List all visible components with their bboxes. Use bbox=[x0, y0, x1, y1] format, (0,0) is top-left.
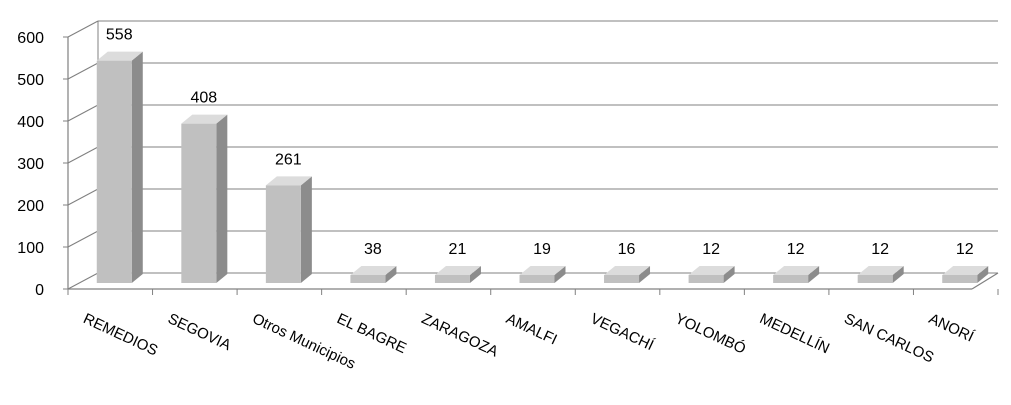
bar-front bbox=[519, 275, 555, 283]
bar-top bbox=[96, 51, 143, 61]
bar-side bbox=[131, 51, 143, 283]
bar-side bbox=[977, 266, 989, 283]
bar-front bbox=[96, 60, 132, 283]
x-category-label: ZARAGOZA bbox=[419, 310, 501, 360]
grid-depth-line bbox=[67, 62, 99, 80]
bar-front bbox=[181, 123, 217, 283]
x-category-label: VEGACHÍ bbox=[588, 310, 657, 354]
bar-front bbox=[857, 275, 893, 283]
y-tick-label: 400 bbox=[17, 114, 44, 131]
bar-top bbox=[857, 266, 904, 275]
bar-side bbox=[300, 176, 312, 283]
x-category-label: AMALFI bbox=[503, 310, 559, 348]
data-label: 19 bbox=[533, 241, 551, 258]
bar bbox=[604, 266, 651, 283]
floor-right-edge bbox=[971, 272, 999, 290]
bar-front bbox=[434, 275, 470, 283]
bar-side bbox=[808, 266, 820, 283]
bar bbox=[350, 266, 397, 283]
bar-side bbox=[216, 114, 228, 283]
bar-front bbox=[688, 275, 724, 283]
y-tick-label: 600 bbox=[17, 30, 44, 47]
bar-front bbox=[265, 185, 301, 283]
data-label: 12 bbox=[787, 241, 805, 258]
bars: 558 408 261 38 21 19 16 12 12 12 12 bbox=[96, 27, 989, 283]
data-label: 12 bbox=[702, 241, 720, 258]
x-category-label: ANORÍ bbox=[926, 310, 977, 346]
data-label: 38 bbox=[364, 241, 382, 258]
x-category-label: REMEDIOS bbox=[81, 310, 161, 359]
y-tick-label: 300 bbox=[17, 156, 44, 173]
y-tick-label: 0 bbox=[35, 282, 44, 299]
grid-depth-line bbox=[67, 188, 99, 206]
bar-side bbox=[723, 266, 735, 283]
x-category-label: YOLOMBÓ bbox=[672, 310, 748, 357]
bar-top bbox=[434, 266, 481, 275]
grid-depth-line bbox=[67, 20, 99, 38]
x-axis-ticks bbox=[67, 289, 999, 295]
bar bbox=[942, 266, 989, 283]
bar bbox=[265, 176, 312, 283]
bar-front bbox=[773, 275, 809, 283]
x-category-label: SEGOVIA bbox=[165, 310, 233, 354]
y-tick-label: 500 bbox=[17, 72, 44, 89]
bar-front bbox=[942, 275, 978, 283]
bar-top bbox=[942, 266, 989, 275]
bar-top bbox=[519, 266, 566, 275]
bar bbox=[181, 114, 228, 283]
bar bbox=[519, 266, 566, 283]
grid-depth-line bbox=[67, 230, 99, 248]
data-label: 16 bbox=[618, 241, 636, 258]
data-label: 408 bbox=[190, 90, 217, 107]
x-category-label: EL BAGRE bbox=[334, 310, 409, 357]
data-label: 261 bbox=[275, 151, 302, 168]
x-category-label: SAN CARLOS bbox=[841, 310, 936, 366]
grid-depth-line bbox=[67, 146, 99, 164]
y-axis-ticks: 0 100 200 300 400 500 600 bbox=[17, 30, 68, 299]
bar bbox=[96, 51, 143, 283]
data-label: 12 bbox=[956, 241, 974, 258]
x-category-label: MEDELLÍN bbox=[757, 310, 832, 357]
bar-top bbox=[265, 176, 312, 186]
bar-side bbox=[385, 266, 397, 283]
bar bbox=[857, 266, 904, 283]
bar-side bbox=[639, 266, 651, 283]
data-label: 558 bbox=[106, 27, 133, 44]
gridlines bbox=[67, 20, 998, 290]
bar-front bbox=[604, 275, 640, 283]
bar-side bbox=[469, 266, 481, 283]
bar bbox=[434, 266, 481, 283]
bar-top bbox=[604, 266, 651, 275]
grid-depth-line bbox=[67, 104, 99, 122]
grid-depth-line bbox=[67, 272, 99, 290]
bar-side bbox=[892, 266, 904, 283]
bar-front bbox=[350, 275, 386, 283]
data-label: 12 bbox=[871, 241, 889, 258]
bar bbox=[688, 266, 735, 283]
data-label: 21 bbox=[449, 241, 467, 258]
bar-side bbox=[554, 266, 566, 283]
bar bbox=[773, 266, 820, 283]
bar-top bbox=[688, 266, 735, 275]
y-tick-label: 100 bbox=[17, 240, 44, 257]
y-tick-label: 200 bbox=[17, 198, 44, 215]
bar-top bbox=[350, 266, 397, 275]
bar-top bbox=[181, 114, 228, 124]
bar-top bbox=[773, 266, 820, 275]
